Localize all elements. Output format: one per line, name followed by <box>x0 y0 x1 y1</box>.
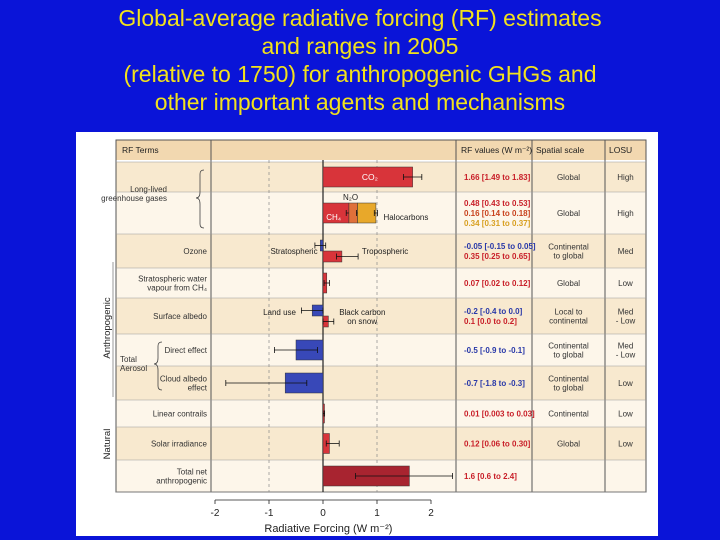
rf-value: 0.1 [0.0 to 0.2] <box>464 317 517 326</box>
spatial-scale: to global <box>553 252 583 261</box>
header-scale: Spatial scale <box>536 145 584 155</box>
annotation-land-use: Land use <box>263 308 296 317</box>
losu: Med <box>618 247 634 256</box>
rf-value: 0.07 [0.02 to 0.12] <box>464 279 531 288</box>
losu: - Low <box>616 317 636 326</box>
bracket-label: Total <box>120 355 137 364</box>
row-background <box>116 400 646 427</box>
rf-value: -0.2 [-0.4 to 0.0] <box>464 307 523 316</box>
term-label: effect <box>188 384 208 393</box>
losu: Med <box>618 342 634 351</box>
rf-value: 1.6 [0.6 to 2.4] <box>464 472 517 481</box>
term-label: Total net <box>177 468 208 477</box>
losu: High <box>617 209 633 218</box>
term-label: Ozone <box>183 247 207 256</box>
row-background <box>116 268 646 298</box>
losu: Low <box>618 440 633 449</box>
spatial-scale: Global <box>557 279 580 288</box>
bar-label-n2o: N₂O <box>343 193 358 202</box>
rf-value: 0.12 [0.06 to 0.30] <box>464 440 531 449</box>
title-line-4: other important agents and mechanisms <box>154 89 566 115</box>
rf-value: 0.35 [0.25 to 0.65] <box>464 252 531 261</box>
annotation-stratospheric: Stratospheric <box>270 247 317 256</box>
losu: - Low <box>616 351 636 360</box>
term-label: Stratospheric water <box>138 275 207 284</box>
term-label: anthropogenic <box>156 477 207 486</box>
slide-title: Global-average radiative forcing (RF) es… <box>0 4 720 116</box>
spatial-scale: to global <box>553 384 583 393</box>
spatial-scale: Continental <box>548 342 589 351</box>
losu: High <box>617 173 633 182</box>
row-background <box>116 192 646 234</box>
losu: Low <box>618 279 633 288</box>
title-line-2: and ranges in 2005 <box>261 33 459 59</box>
title-line-1: Global-average radiative forcing (RF) es… <box>118 5 602 31</box>
radiative-forcing-figure: RF Terms RF values (W m⁻²) Spatial scale LO… <box>76 132 658 536</box>
spatial-scale: Global <box>557 440 580 449</box>
group-label-natural: Natural <box>102 429 113 460</box>
term-label: Cloud albedo <box>160 375 208 384</box>
rf-value: 0.34 [0.31 to 0.37] <box>464 219 531 228</box>
rf-value: 1.66 [1.49 to 1.83] <box>464 173 531 182</box>
term-label: Linear contrails <box>153 410 207 419</box>
rf-value: 0.01 [0.003 to 0.03] <box>464 410 535 419</box>
header-background <box>116 140 646 160</box>
row-background <box>116 334 646 366</box>
rf-value: -0.5 [-0.9 to -0.1] <box>464 346 525 355</box>
rf-value: 0.16 [0.14 to 0.18] <box>464 209 531 218</box>
radiative-forcing-chart: RF Terms RF values (W m⁻²) Spatial scale LO… <box>101 139 647 535</box>
spatial-scale: to global <box>553 351 583 360</box>
row-background <box>116 366 646 400</box>
group-label-anthropogenic: Anthropogenic <box>102 297 113 359</box>
bar-label-ch4: CH₄ <box>326 213 341 222</box>
annotation-on-snow: on snow <box>347 317 377 326</box>
x-tick-label: 2 <box>428 508 434 519</box>
spatial-scale: Global <box>557 173 580 182</box>
x-tick-label: -2 <box>211 508 220 519</box>
spatial-scale: continental <box>549 317 588 326</box>
losu: Med <box>618 308 634 317</box>
x-axis-label: Radiative Forcing (W m⁻²) <box>264 523 392 535</box>
row-background <box>116 427 646 460</box>
spatial-scale: Continental <box>548 243 589 252</box>
term-label: vapour from CH₄ <box>147 284 207 293</box>
row-background <box>116 298 646 334</box>
annotation-black-carbon: Black carbon <box>339 308 385 317</box>
header-losu: LOSU <box>609 145 632 155</box>
bar-1-2 <box>357 202 377 224</box>
spatial-scale: Global <box>557 209 580 218</box>
bracket-label: greenhouse gases <box>101 194 167 203</box>
bar-label-co2: CO₂ <box>362 172 378 182</box>
term-label: Surface albedo <box>153 312 207 321</box>
bar-label-halocarbons: Halocarbons <box>383 213 428 222</box>
losu: Low <box>618 379 633 388</box>
aerosol-bracket <box>153 341 163 391</box>
annotation-tropospheric: Tropospheric <box>362 247 408 256</box>
spatial-scale: Continental <box>548 375 589 384</box>
spatial-scale: Continental <box>548 410 589 419</box>
row-background <box>116 234 646 268</box>
term-label: Solar irradiance <box>151 440 208 449</box>
rf-value: 0.48 [0.43 to 0.53] <box>464 199 531 208</box>
ghg-bracket <box>195 169 205 229</box>
rf-value: -0.05 [-0.15 to 0.05] <box>464 242 536 251</box>
bracket-label: Long-lived <box>130 185 167 194</box>
losu: Low <box>618 410 633 419</box>
term-label: Direct effect <box>164 346 207 355</box>
x-tick-label: 0 <box>320 508 326 519</box>
title-line-3: (relative to 1750) for anthropogenic GHG… <box>123 61 597 87</box>
x-tick-label: -1 <box>265 508 274 519</box>
header-terms: RF Terms <box>122 145 159 155</box>
spatial-scale: Local to <box>554 308 583 317</box>
header-values: RF values (W m⁻²) <box>461 145 532 155</box>
x-tick-label: 1 <box>374 508 380 519</box>
bracket-label: Aerosol <box>120 364 147 373</box>
rf-value: -0.7 [-1.8 to -0.3] <box>464 379 525 388</box>
